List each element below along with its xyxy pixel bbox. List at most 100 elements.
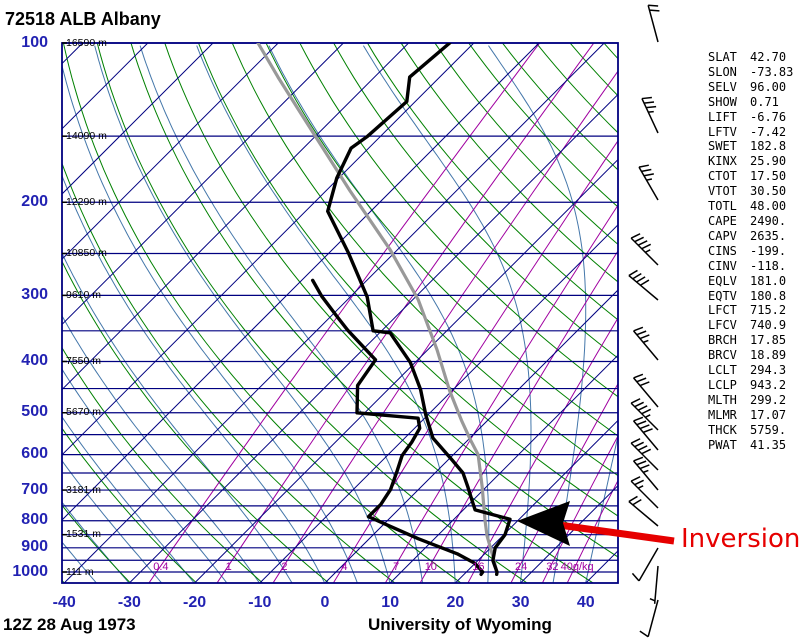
stat-value: 182.8 [750, 139, 787, 154]
stat-value: 30.50 [750, 184, 787, 199]
temperature-axis-label: 30 [511, 594, 530, 611]
mixing-ratio-label: 4 [341, 561, 348, 573]
stat-row-lift: LIFT -6.76 [708, 110, 793, 125]
stat-label: LCLP [708, 377, 737, 392]
temperature-curve [326, 43, 512, 576]
stat-label: SELV [708, 79, 737, 94]
wind-barb [639, 599, 659, 638]
wind-barb [632, 416, 659, 451]
mixing-ratio-label: 0.4 [153, 561, 169, 573]
stat-value: -118. [750, 258, 787, 273]
plot-border [61, 42, 619, 584]
stat-row-swet: SWET 182.8 [708, 139, 793, 154]
height-label: 16590 m [66, 36, 107, 49]
stat-row-cinv: CINV -118. [708, 259, 793, 274]
wind-barb [628, 269, 659, 301]
wind-barb [632, 456, 659, 491]
wind-barb [628, 495, 659, 527]
wind-barb [632, 373, 659, 408]
stat-value: 181.0 [750, 273, 787, 288]
stat-label: LIFT [708, 109, 737, 124]
stat-label: LFTV [708, 124, 737, 139]
mixing-ratio-label: 24 [515, 561, 528, 573]
stat-label: CINV [708, 258, 737, 273]
pressure-axis-label: 1000 [12, 562, 48, 580]
stat-label: BRCV [708, 348, 737, 363]
stat-row-slat: SLAT 42.70 [708, 50, 793, 65]
stat-value: 41.35 [750, 437, 787, 452]
mixing-ratio-label: 7 [393, 561, 400, 573]
stat-label: BRCH [708, 333, 737, 348]
mixing-ratio-label: 1 [225, 561, 232, 573]
stat-value: 0.71 [750, 94, 779, 109]
height-label: 14090 m [66, 129, 107, 142]
stat-label: CAPV [708, 228, 737, 243]
stat-value: 17.85 [750, 333, 787, 348]
stat-label: PWAT [708, 437, 737, 452]
isobar-grid [62, 42, 618, 573]
pressure-axis-label: 600 [21, 445, 48, 463]
stat-row-capv: CAPV 2635. [708, 229, 793, 244]
stat-value: -73.83 [750, 64, 794, 79]
pressure-axis-label: 100 [21, 33, 48, 51]
sounding-indices-table: SLAT 42.70 SLON -73.83 SELV 96.00 SHOW 0.71 LIFT… [708, 50, 793, 452]
stat-label: LFCV [708, 318, 737, 333]
stat-value: 5759. [750, 422, 787, 437]
wind-barb [630, 438, 659, 471]
inversion-arrowhead [517, 501, 570, 546]
temperature-axis-label: 10 [381, 594, 400, 611]
stat-value: 17.50 [750, 169, 787, 184]
stat-row-vtot: VTOT 30.50 [708, 184, 793, 199]
stat-value: 42.70 [750, 50, 787, 64]
stat-label: CINS [708, 243, 737, 258]
stat-value: -6.76 [750, 109, 787, 124]
height-label: 1531 m [66, 528, 102, 541]
temperature-axis-label: 40 [576, 594, 595, 611]
stat-label: KINX [708, 154, 737, 169]
stat-label: EQLV [708, 273, 737, 288]
stat-value: 294.3 [750, 363, 787, 378]
stat-row-brch: BRCH 17.85 [708, 333, 793, 348]
pressure-axis-label: 300 [21, 285, 48, 303]
pressure-axis-label: 200 [21, 192, 48, 210]
stat-row-lclt: LCLT 294.3 [708, 363, 793, 378]
stat-label: VTOT [708, 184, 737, 199]
stat-row-lfct: LFCT 715.2 [708, 303, 793, 318]
temperature-axis-label: 0 [320, 594, 330, 611]
stat-label: SLON [708, 64, 737, 79]
temperature-axis-label: -20 [183, 594, 207, 611]
dry-adiabat-grid [62, 43, 618, 583]
wind-barb [630, 398, 659, 431]
height-label: 9610 m [66, 288, 102, 301]
sounding-datetime: 12Z 28 Aug 1973 [3, 615, 136, 634]
temperature-axis-label: -30 [117, 594, 141, 611]
stat-row-mlth: MLTH 299.2 [708, 393, 793, 408]
stat-value: 943.2 [750, 377, 787, 392]
mixing-ratio-label: 16 [472, 561, 485, 573]
stat-label: THCK [708, 422, 737, 437]
stat-value: 18.89 [750, 348, 787, 363]
stat-value: -199. [750, 243, 787, 258]
stat-value: 715.2 [750, 303, 787, 318]
wind-barb [638, 164, 659, 201]
mixing-ratio-label: 10 [424, 561, 437, 573]
dewpoint-curve [311, 278, 485, 576]
stat-row-eqlv: EQLV 181.0 [708, 274, 793, 289]
height-tick-marks [62, 42, 67, 573]
stat-row-pwat: PWAT 41.35 [708, 438, 793, 453]
stat-value: 96.00 [750, 79, 787, 94]
stat-label: CTOT [708, 169, 737, 184]
stat-row-cape: CAPE 2490. [708, 214, 793, 229]
mixing-ratio-label: 2 [281, 561, 288, 573]
stat-label: SLAT [708, 50, 737, 64]
wind-barb [649, 565, 659, 604]
stat-label: MLTH [708, 392, 737, 407]
stat-label: TOTL [708, 199, 737, 214]
wind-barb [630, 476, 659, 509]
inversion-arrow-shaft [558, 521, 675, 545]
stat-row-lftv: LFTV -7.42 [708, 125, 793, 140]
height-label: 10850 m [66, 247, 107, 259]
stat-value: 17.07 [750, 407, 787, 422]
